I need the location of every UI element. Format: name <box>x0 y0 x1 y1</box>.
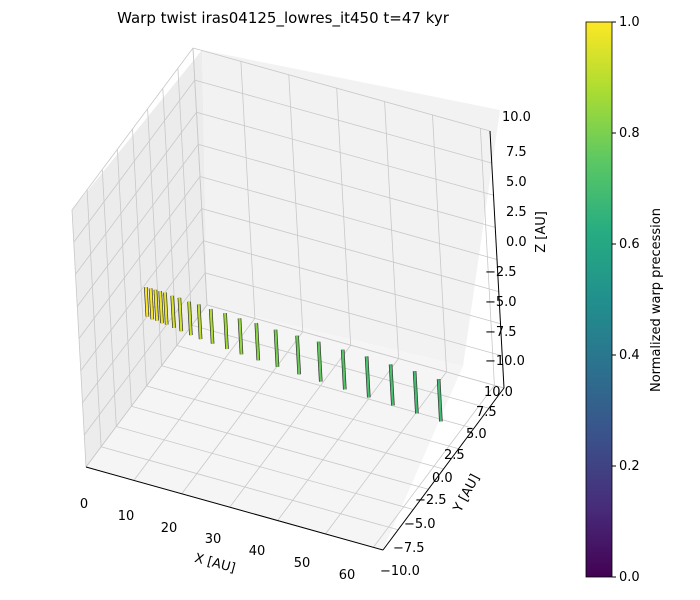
grid-line <box>131 405 429 490</box>
grid-line <box>75 112 197 275</box>
data-segments <box>144 287 443 422</box>
colorbar-tick-label: 0.0 <box>619 570 640 585</box>
x-tick-label: 40 <box>249 544 266 559</box>
colorbar: 0.0 0.2 0.4 0.6 0.8 1.0 Normalized warp … <box>585 15 664 585</box>
grid-line <box>205 272 503 357</box>
data-segment <box>149 288 154 320</box>
y-tick-label: −7.5 <box>393 541 425 556</box>
data-segment <box>437 379 442 422</box>
data-segment <box>154 289 159 321</box>
colorbar-tick-label: 0.6 <box>619 237 640 252</box>
y-tick-label: −2.5 <box>415 493 447 508</box>
data-segment <box>178 297 183 332</box>
colorbar-ticks: 0.0 0.2 0.4 0.6 0.8 1.0 <box>612 15 640 585</box>
z-tick-label: −7.5 <box>485 325 517 340</box>
data-segment <box>341 349 346 390</box>
grid-line <box>201 208 499 292</box>
grid-line <box>116 426 414 510</box>
z-tick-label: −5.0 <box>485 295 517 310</box>
data-segment <box>255 322 260 361</box>
y-tick-label: −5.0 <box>404 517 436 532</box>
z-tick-label: 0.0 <box>506 235 527 250</box>
grid-line <box>76 144 199 307</box>
data-segment <box>365 356 370 398</box>
grid-line <box>73 79 196 243</box>
z-tick-label: 5.0 <box>506 175 527 190</box>
x-tick-label: 10 <box>118 509 135 524</box>
colorbar-gradient <box>585 21 613 578</box>
grid-line <box>78 176 201 339</box>
x-axis-line <box>85 466 384 551</box>
y-axis-label: Y [AU] <box>450 472 483 516</box>
colorbar-tick-label: 1.0 <box>619 15 640 30</box>
x-tick-label: 0 <box>80 497 88 512</box>
data-segment <box>209 308 214 344</box>
data-segment <box>188 301 192 336</box>
grid-line <box>83 272 206 436</box>
grid-line <box>82 240 204 404</box>
colorbar-label: Normalized warp precession <box>649 208 664 392</box>
y-tick-label: 2.5 <box>444 448 465 463</box>
chart-title: Warp twist iras04125_lowres_it450 t=47 k… <box>117 9 450 28</box>
grid-line <box>196 111 494 196</box>
grid-line <box>80 208 203 371</box>
data-segment <box>238 318 243 355</box>
data-segment <box>197 304 202 340</box>
grid-line <box>85 304 208 468</box>
z-axis-line <box>489 130 505 389</box>
x-tick-labels: 0 10 20 30 40 50 60 <box>80 497 355 583</box>
y-tick-label: 0.0 <box>432 471 453 486</box>
x-tick-label: 60 <box>339 568 356 583</box>
z-tick-label: 7.5 <box>506 145 527 160</box>
colorbar-tick-label: 0.8 <box>619 126 640 141</box>
data-segment <box>163 292 168 325</box>
colorbar-tick-label: 0.4 <box>619 348 640 363</box>
grid-line <box>194 79 492 164</box>
grid-line <box>176 345 474 429</box>
grid-line <box>206 304 505 389</box>
y-tick-label: 5.0 <box>466 427 487 442</box>
grid-line <box>146 385 444 470</box>
x-axis-label: X [AU] <box>193 551 237 576</box>
data-segment <box>274 329 279 367</box>
plot-area-3d: 0 10 20 30 40 50 60 −10.0 −7.5 −5.0 −2.5… <box>71 47 549 583</box>
y-tick-labels: −10.0 −7.5 −5.0 −2.5 0.0 2.5 5.0 7.5 10.… <box>380 385 513 579</box>
data-segment <box>413 371 418 414</box>
axis-lines <box>85 130 505 551</box>
x-tick-label: 30 <box>205 532 222 547</box>
z-axis-label: Z [AU] <box>534 211 549 253</box>
z-tick-label: 10.0 <box>502 110 531 125</box>
z-tick-label: 2.5 <box>506 205 527 220</box>
data-segment <box>317 341 322 382</box>
grid-line <box>198 144 496 228</box>
data-segment <box>159 291 164 324</box>
data-segment <box>224 313 229 350</box>
back-pane <box>202 50 500 366</box>
data-segment <box>171 295 176 328</box>
x-tick-label: 50 <box>294 556 311 571</box>
z-tick-labels: −10.0 −7.5 −5.0 −2.5 0.0 2.5 5.0 7.5 10.… <box>485 110 531 369</box>
z-tick-label: −10.0 <box>485 354 525 369</box>
y-tick-label: −10.0 <box>380 564 420 579</box>
data-segment <box>144 287 149 317</box>
data-segment <box>389 364 394 406</box>
x-tick-label: 20 <box>161 521 178 536</box>
y-tick-label: 10.0 <box>484 385 513 400</box>
grid-line <box>100 446 399 531</box>
grid-line <box>203 240 501 325</box>
y-axis-line <box>382 387 505 551</box>
grid-line <box>192 47 491 132</box>
grid-line <box>71 47 194 211</box>
z-tick-label: −2.5 <box>485 265 517 280</box>
data-segment <box>296 335 301 375</box>
colorbar-tick-label: 0.2 <box>619 459 640 474</box>
y-tick-label: 7.5 <box>476 405 497 420</box>
grid-line <box>161 365 459 450</box>
grid-line <box>199 176 498 260</box>
